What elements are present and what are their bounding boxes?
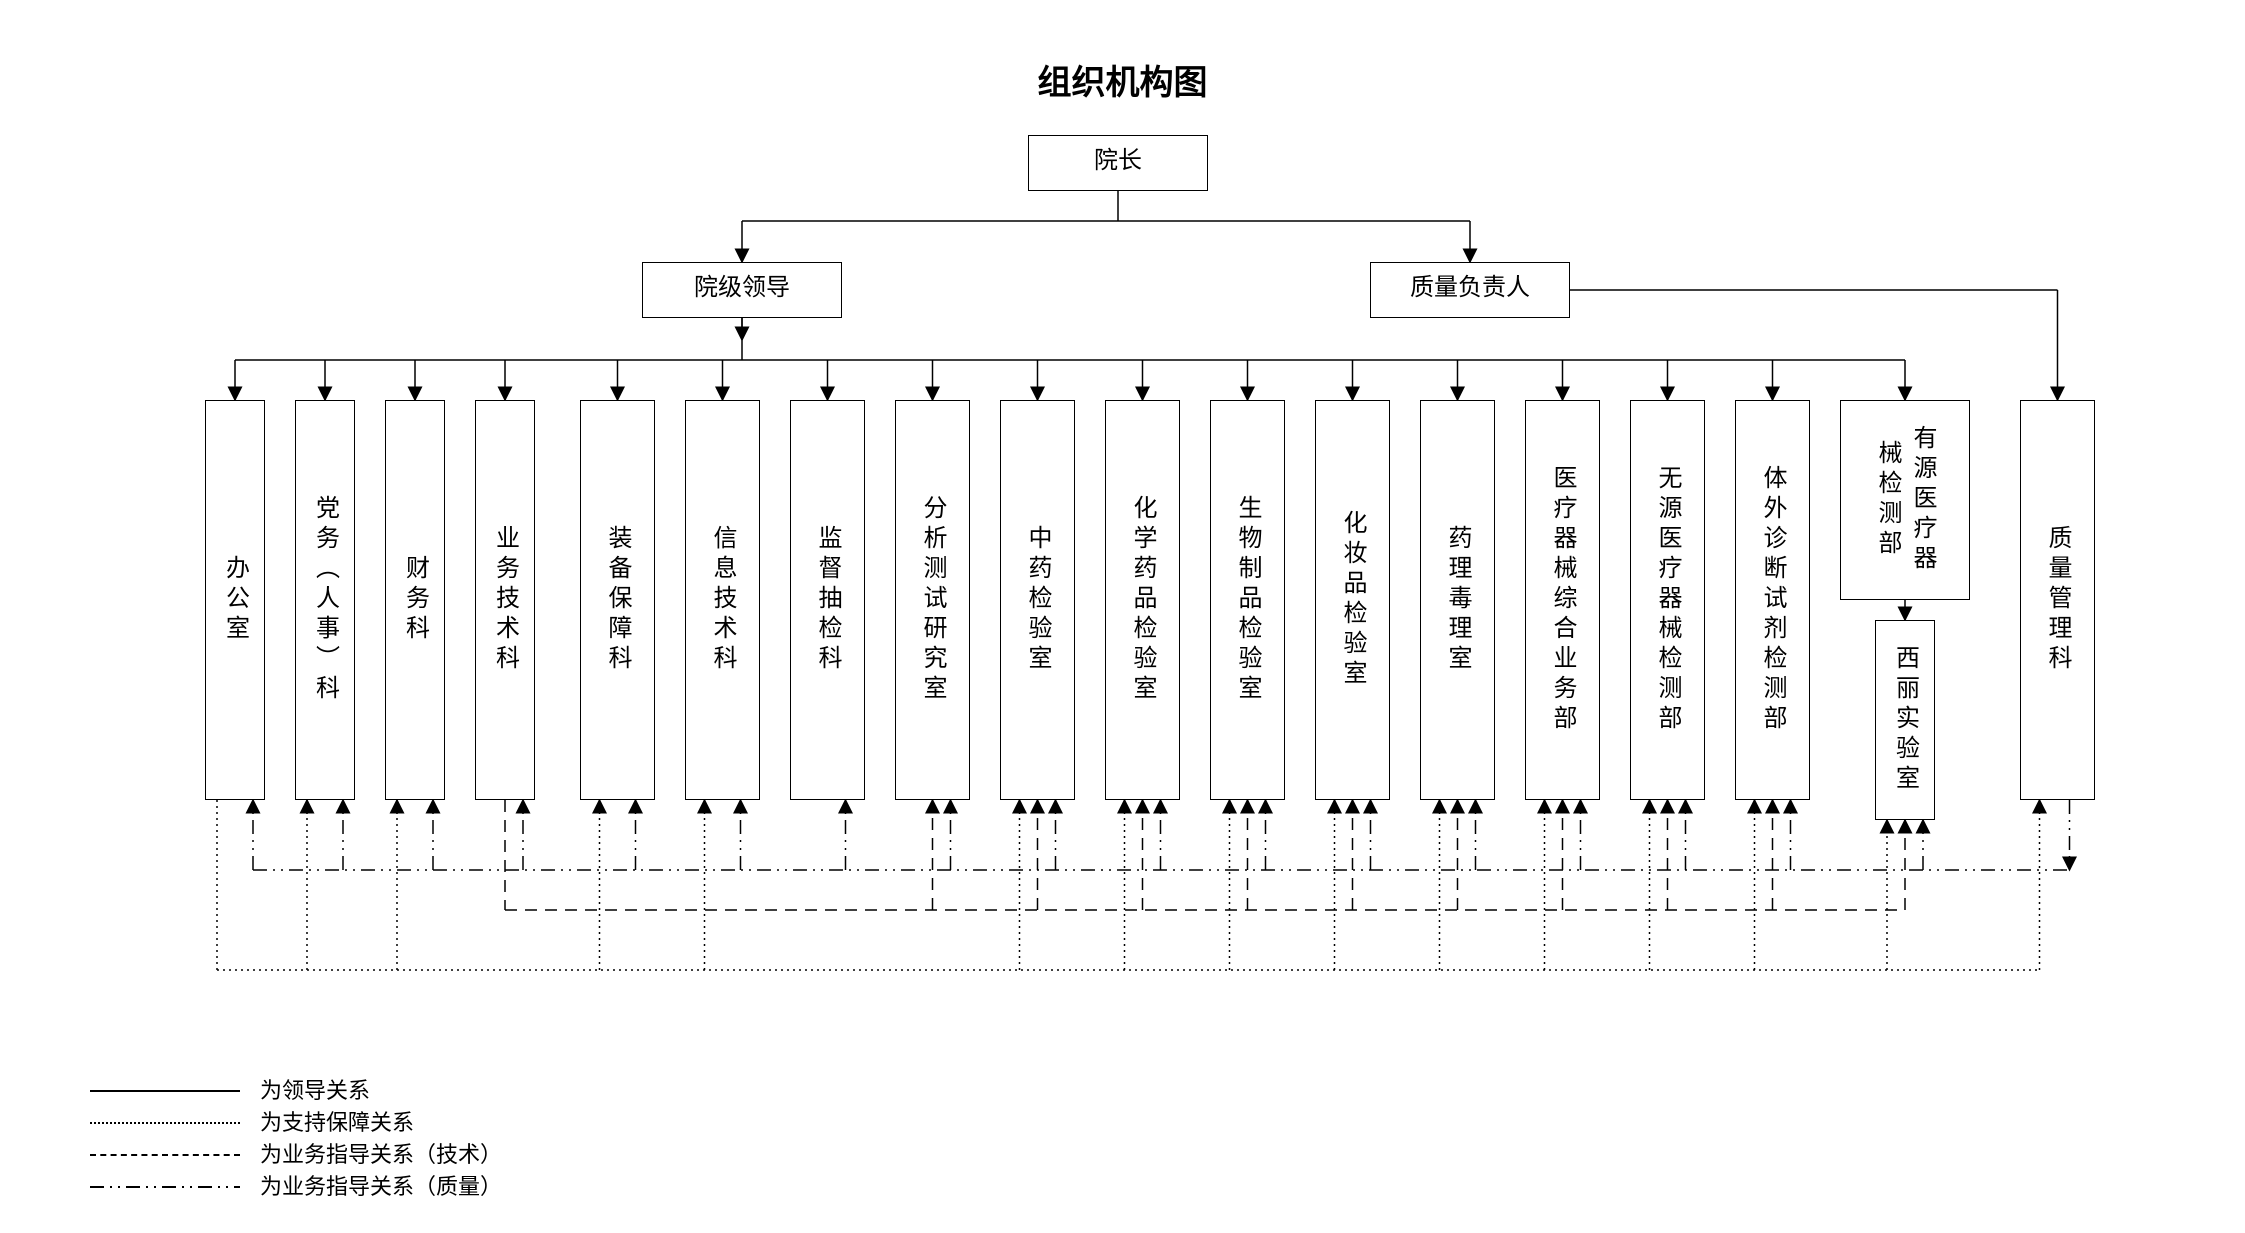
chart-title: 组织机构图 (0, 55, 2245, 104)
dept-d16: 有源医疗器械检测部 (1840, 400, 1970, 600)
dept-d15: 体外诊断试剂检测部 (1735, 400, 1810, 800)
dept-d11: 化妆品检验室 (1315, 400, 1390, 800)
dept-d6: 监督抽检科 (790, 400, 865, 800)
legend-row: 为领导关系 (90, 1075, 502, 1107)
legend-row: 为支持保障关系 (90, 1107, 502, 1139)
dept-d12: 药理毒理室 (1420, 400, 1495, 800)
legend-label: 为领导关系 (260, 1075, 370, 1107)
dept-d5: 信息技术科 (685, 400, 760, 800)
legend-row: 为业务指导关系（技术） (90, 1139, 502, 1171)
legend-row: 为业务指导关系（质量） (90, 1171, 502, 1203)
legend: 为领导关系为支持保障关系为业务指导关系（技术）为业务指导关系（质量） (90, 1075, 502, 1203)
dept-d9: 化学药品检验室 (1105, 400, 1180, 800)
dept-d10: 生物制品检验室 (1210, 400, 1285, 800)
node-president: 院长 (1028, 135, 1208, 191)
node-quality-head: 质量负责人 (1370, 262, 1570, 318)
legend-label: 为业务指导关系（技术） (260, 1139, 502, 1171)
dept-qm: 质量管理科 (2020, 400, 2095, 800)
dept-d1: 党务（人事）科 (295, 400, 355, 800)
dept-d4: 装备保障科 (580, 400, 655, 800)
dept-d7: 分析测试研究室 (895, 400, 970, 800)
legend-label: 为支持保障关系 (260, 1107, 414, 1139)
dept-d3: 业务技术科 (475, 400, 535, 800)
dept-d13: 医疗器械综合业务部 (1525, 400, 1600, 800)
dept-d14: 无源医疗器械检测部 (1630, 400, 1705, 800)
node-leaders: 院级领导 (642, 262, 842, 318)
legend-label: 为业务指导关系（质量） (260, 1171, 502, 1203)
node-xili: 西丽实验室 (1875, 620, 1935, 820)
dept-d2: 财务科 (385, 400, 445, 800)
dept-d0: 办公室 (205, 400, 265, 800)
dept-d8: 中药检验室 (1000, 400, 1075, 800)
